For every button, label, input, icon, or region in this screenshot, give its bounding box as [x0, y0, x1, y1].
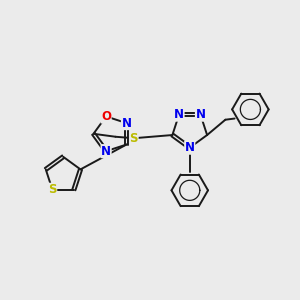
Text: O: O [101, 110, 111, 123]
Text: S: S [48, 183, 57, 196]
Text: N: N [101, 145, 111, 158]
Text: N: N [122, 117, 131, 130]
Text: S: S [130, 132, 138, 145]
Text: N: N [196, 108, 206, 121]
Text: N: N [185, 141, 195, 154]
Text: N: N [174, 108, 184, 121]
